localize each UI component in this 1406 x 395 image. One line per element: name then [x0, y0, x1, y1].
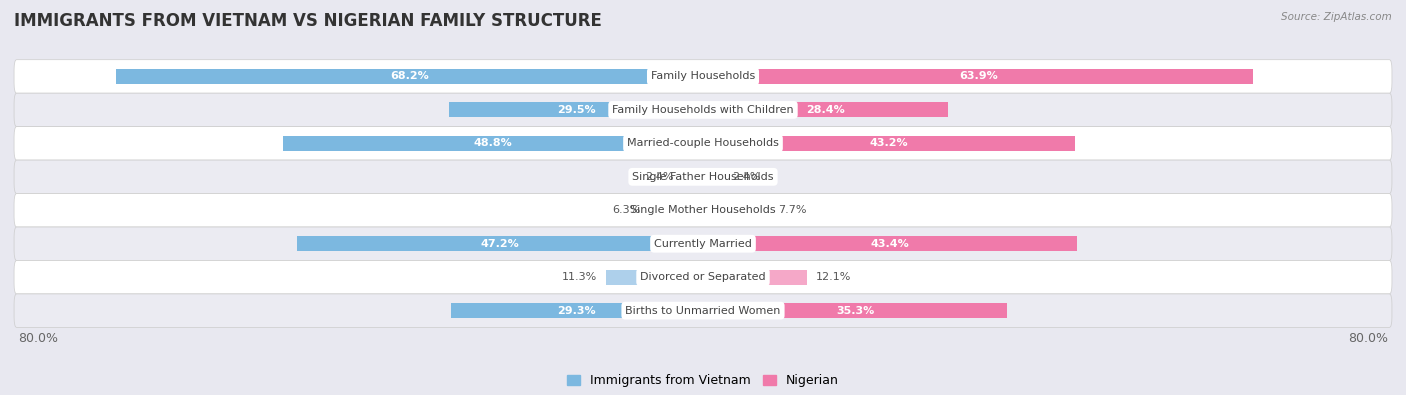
FancyBboxPatch shape	[14, 127, 1392, 160]
FancyBboxPatch shape	[14, 160, 1392, 194]
Bar	[449, 102, 703, 117]
Text: 63.9%: 63.9%	[959, 71, 997, 81]
Text: Currently Married: Currently Married	[654, 239, 752, 249]
Text: 28.4%: 28.4%	[806, 105, 845, 115]
Bar	[703, 236, 1077, 251]
FancyBboxPatch shape	[14, 260, 1392, 294]
Bar	[451, 303, 703, 318]
Text: 2.4%: 2.4%	[645, 172, 673, 182]
Bar	[703, 136, 1076, 151]
Text: IMMIGRANTS FROM VIETNAM VS NIGERIAN FAMILY STRUCTURE: IMMIGRANTS FROM VIETNAM VS NIGERIAN FAMI…	[14, 12, 602, 30]
Text: 47.2%: 47.2%	[481, 239, 519, 249]
Bar	[703, 303, 1007, 318]
Text: 6.3%: 6.3%	[612, 205, 640, 215]
Text: Births to Unmarried Women: Births to Unmarried Women	[626, 306, 780, 316]
Text: 29.3%: 29.3%	[558, 306, 596, 316]
Bar	[703, 69, 1253, 84]
Text: Divorced or Separated: Divorced or Separated	[640, 272, 766, 282]
Text: 29.5%: 29.5%	[557, 105, 595, 115]
Text: 7.7%: 7.7%	[778, 205, 807, 215]
Text: Single Father Households: Single Father Households	[633, 172, 773, 182]
Text: Family Households: Family Households	[651, 71, 755, 81]
Legend: Immigrants from Vietnam, Nigerian: Immigrants from Vietnam, Nigerian	[562, 369, 844, 392]
Text: 80.0%: 80.0%	[1347, 333, 1388, 345]
Text: 12.1%: 12.1%	[815, 272, 851, 282]
Text: 11.3%: 11.3%	[562, 272, 598, 282]
Text: 48.8%: 48.8%	[474, 138, 512, 149]
FancyBboxPatch shape	[14, 227, 1392, 260]
Text: 2.4%: 2.4%	[733, 172, 761, 182]
Text: Single Mother Households: Single Mother Households	[630, 205, 776, 215]
Bar	[283, 136, 703, 151]
Bar	[606, 270, 703, 285]
Bar	[682, 169, 703, 184]
Bar	[115, 69, 703, 84]
Text: Source: ZipAtlas.com: Source: ZipAtlas.com	[1281, 12, 1392, 22]
Text: Married-couple Households: Married-couple Households	[627, 138, 779, 149]
Text: 68.2%: 68.2%	[389, 71, 429, 81]
Bar	[703, 203, 769, 218]
FancyBboxPatch shape	[14, 294, 1392, 327]
Bar	[297, 236, 703, 251]
FancyBboxPatch shape	[14, 93, 1392, 127]
Bar	[703, 169, 724, 184]
Text: 43.4%: 43.4%	[870, 239, 910, 249]
FancyBboxPatch shape	[14, 60, 1392, 93]
FancyBboxPatch shape	[14, 194, 1392, 227]
Text: 43.2%: 43.2%	[870, 138, 908, 149]
Text: Family Households with Children: Family Households with Children	[612, 105, 794, 115]
Text: 35.3%: 35.3%	[837, 306, 875, 316]
Bar	[703, 270, 807, 285]
Bar	[703, 102, 948, 117]
Bar	[648, 203, 703, 218]
Text: 80.0%: 80.0%	[18, 333, 59, 345]
